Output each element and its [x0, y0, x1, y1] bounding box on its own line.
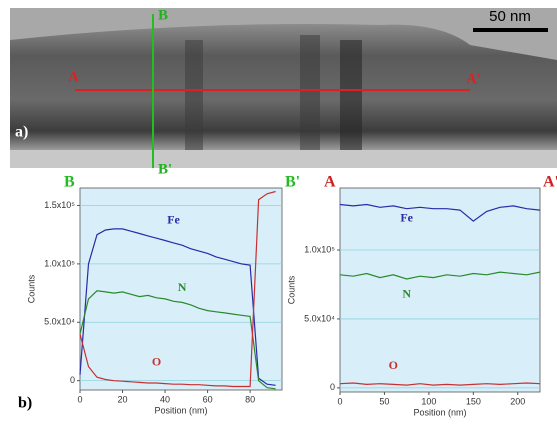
series-line: [79, 290, 276, 390]
series-label: O: [389, 358, 398, 372]
corner-label: B': [285, 174, 300, 191]
series-label: N: [402, 287, 411, 301]
x-tick-label: 50: [379, 396, 389, 406]
grain: [185, 40, 203, 150]
tem-image: 50 nm A A' B B' a): [10, 7, 557, 177]
grain: [300, 35, 320, 150]
y-tick-label: 0: [330, 382, 335, 392]
series-line: [339, 203, 541, 222]
plot-area: [339, 187, 541, 393]
series-label: O: [152, 355, 161, 369]
x-tick-label: 80: [245, 394, 255, 404]
corner-label: A': [543, 174, 557, 191]
series-line: [339, 382, 541, 386]
corner-label: A: [324, 174, 336, 191]
series-line: [339, 271, 541, 280]
panel-label: a): [15, 124, 28, 141]
x-tick-label: 20: [118, 394, 128, 404]
film: [10, 24, 557, 150]
x-tick-label: 150: [466, 396, 481, 406]
series-label: Fe: [400, 210, 413, 224]
x-tick-label: 40: [160, 394, 170, 404]
x-axis-label: Position (nm): [413, 407, 466, 417]
y-tick-label: 5.0x10⁴: [304, 313, 335, 323]
series-label: Fe: [167, 213, 180, 227]
x-tick-label: 200: [510, 396, 525, 406]
y-tick-label: 1.0x10⁵: [304, 244, 335, 254]
grain: [340, 40, 362, 150]
x-axis-label: Position (nm): [154, 405, 207, 415]
line-b-start: B: [158, 7, 168, 23]
substrate: [10, 150, 557, 168]
series-label: N: [178, 280, 187, 294]
corner-label: B: [64, 174, 75, 191]
y-axis-label: Counts: [26, 274, 36, 303]
y-tick-label: 5.0x10⁴: [44, 317, 75, 327]
x-tick-label: 0: [337, 396, 342, 406]
y-tick-label: 1.5x10⁵: [44, 200, 75, 210]
series-line: [79, 190, 276, 388]
y-tick-label: 1.0x10⁵: [44, 258, 75, 268]
panel-label: b): [18, 395, 32, 412]
x-tick-label: 0: [77, 394, 82, 404]
x-tick-label: 100: [421, 396, 436, 406]
line-a-start: A: [68, 69, 79, 85]
line-b-end: B': [158, 161, 172, 177]
y-tick-label: 0: [70, 375, 75, 385]
plot-area: [79, 187, 283, 391]
line-a-end: A': [466, 71, 481, 87]
series-line: [79, 228, 276, 386]
x-tick-label: 60: [203, 394, 213, 404]
scale-bar-label: 50 nm: [489, 8, 531, 25]
y-axis-label: Counts: [286, 275, 296, 304]
